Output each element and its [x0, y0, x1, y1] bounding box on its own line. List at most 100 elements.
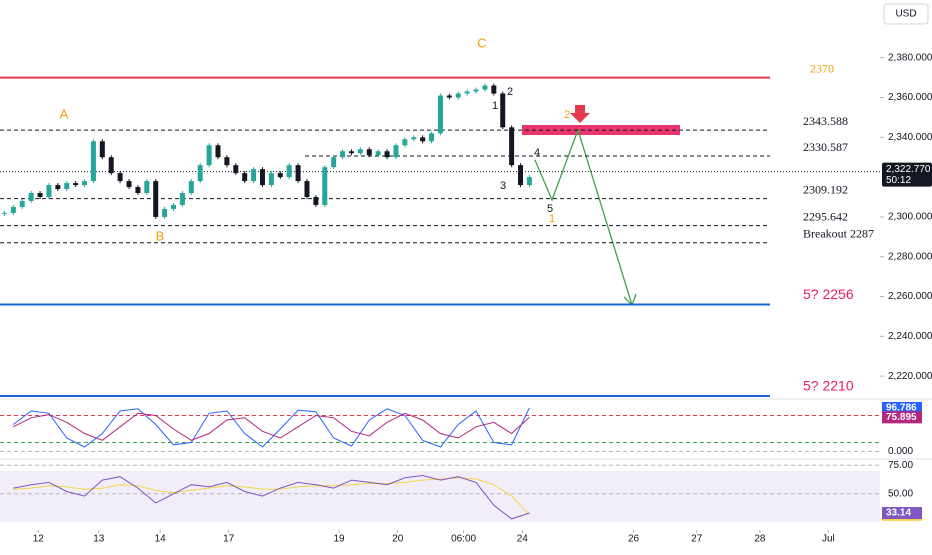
candle-body: [82, 181, 88, 186]
level-label: 2370: [810, 61, 834, 75]
candle-body: [304, 181, 310, 198]
candle-body: [313, 197, 319, 205]
last-price-box: [882, 162, 932, 187]
candle-body: [90, 141, 96, 182]
candle-body: [162, 208, 168, 217]
osc-tick-label: 50.00: [888, 488, 913, 499]
wave-label: C: [477, 35, 486, 50]
candle-body: [420, 137, 426, 142]
wave-label: 1: [492, 100, 498, 112]
x-tick-label: 26: [628, 534, 640, 545]
candle-body: [179, 193, 185, 205]
candle-body: [171, 204, 177, 209]
candle-body: [144, 181, 150, 194]
candle-body: [259, 169, 265, 186]
x-tick-label: 12: [33, 534, 45, 545]
candle-body: [393, 145, 399, 158]
candle-body: [526, 177, 532, 186]
candle-body: [233, 165, 239, 174]
osc-value-label: 33.14: [886, 508, 911, 519]
candle-body: [126, 181, 132, 188]
candle-body: [28, 193, 34, 201]
x-tick-label: 19: [333, 534, 345, 545]
candle-body: [384, 151, 390, 158]
osc-tick-label: 75.00: [888, 460, 913, 471]
level-label: Breakout 2287: [803, 227, 874, 241]
candle-body: [251, 169, 257, 182]
osc-line: [13, 474, 530, 520]
osc-value-box: [882, 411, 922, 424]
candle-body: [206, 145, 212, 166]
y-tick-label: 2,380.000: [888, 52, 932, 63]
candle-body: [340, 151, 346, 158]
currency-box[interactable]: [883, 3, 929, 25]
candle-body: [286, 165, 292, 178]
candle-body: [446, 95, 452, 98]
wave-label: 3: [500, 180, 506, 192]
candle-body: [437, 95, 443, 134]
candle-body: [295, 165, 301, 182]
candle-body: [268, 173, 274, 186]
osc-value-label: 75.895: [886, 412, 917, 423]
level-label: 2295.642: [803, 209, 848, 223]
candle-body: [1, 212, 7, 214]
x-tick-label: 14: [155, 534, 167, 545]
candle-body: [10, 206, 16, 213]
candle-body: [188, 181, 194, 194]
candle-body: [117, 173, 123, 182]
candle-body: [99, 141, 105, 158]
wave-label: 4: [534, 147, 540, 159]
x-tick-label: 20: [392, 534, 404, 545]
level-label: 5? 2256: [803, 286, 854, 302]
currency: USD: [895, 9, 916, 20]
candle-body: [518, 165, 524, 186]
y-tick-label: 2,300.000: [888, 212, 932, 223]
candle-body: [375, 151, 381, 156]
candle-body: [37, 193, 43, 198]
wave-label: 1: [549, 213, 555, 225]
osc-line: [13, 477, 530, 516]
candle-body: [73, 183, 79, 186]
candle-body: [197, 165, 203, 182]
x-tick-label: 17: [223, 534, 235, 545]
x-tick-label: 06:00: [451, 534, 476, 545]
osc-line: [13, 412, 530, 441]
osc-tick-label: 0.000: [888, 446, 913, 457]
candle-body: [277, 173, 283, 178]
candle-body: [455, 93, 461, 98]
osc-line: [12, 407, 530, 448]
wave-label: A: [60, 106, 69, 121]
candle-body: [366, 149, 372, 156]
y-tick-label: 2,340.000: [888, 132, 932, 143]
candle-body: [64, 183, 70, 190]
x-tick-label: Jul: [822, 534, 835, 545]
wave-label: 2: [507, 86, 513, 98]
y-tick-label: 2,240.000: [888, 331, 932, 342]
projection-path: [534, 127, 633, 306]
osc-value-box: [882, 507, 922, 520]
candle-body: [322, 167, 328, 205]
candle-body: [482, 85, 488, 90]
level-label: 2309.192: [803, 182, 848, 196]
y-tick-label: 2,280.000: [888, 251, 932, 262]
candle-body: [357, 149, 363, 154]
candle-body: [215, 145, 221, 158]
candle-body: [402, 139, 408, 146]
candle-body: [19, 200, 25, 207]
down-arrow: [570, 105, 590, 123]
x-tick-label: 13: [93, 534, 105, 545]
supply-zone: [522, 125, 680, 135]
candle-body: [153, 181, 159, 217]
x-tick-label: 27: [691, 534, 703, 545]
candle-body: [108, 157, 114, 174]
y-tick-label: 2,220.000: [888, 371, 932, 382]
y-tick-label: 2,360.000: [888, 92, 932, 103]
last-price-label: 2,322.770: [886, 164, 931, 175]
wave-label: B: [156, 228, 165, 243]
candle-body: [473, 89, 479, 92]
countdown-label: 50:12: [886, 175, 911, 186]
candle-body: [46, 185, 52, 198]
candle-body: [135, 187, 141, 194]
